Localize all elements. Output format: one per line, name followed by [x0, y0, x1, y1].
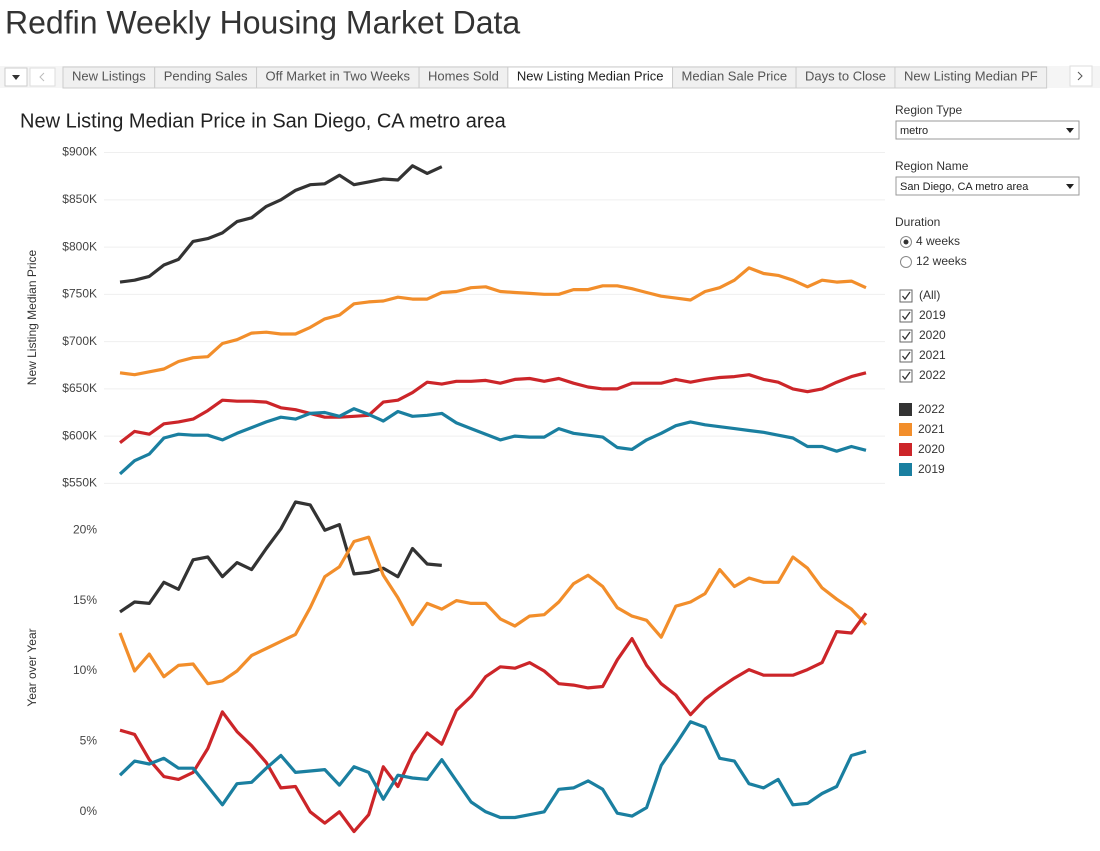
tab-list: New Listings Pending Sales Off Market in T…	[62, 66, 1048, 89]
tab-next-icon	[1077, 71, 1083, 81]
y-tick-label: $700K	[62, 334, 97, 348]
y-tick-label: 20%	[73, 522, 97, 536]
y-tick-label: 5%	[80, 734, 98, 748]
tab[interactable]: Median Sale Price	[672, 66, 797, 89]
legend-swatch	[899, 423, 912, 436]
tab-label: New Listings	[72, 68, 146, 83]
series-line	[119, 266, 867, 377]
tab-prev-button[interactable]	[29, 67, 56, 87]
region-type-label: Region Type	[895, 103, 962, 117]
y-tick-label: $550K	[62, 476, 97, 490]
legend-label: 2021	[918, 422, 945, 436]
y-tick-label: 10%	[73, 663, 97, 677]
radio-label: 4 weeks	[916, 234, 960, 248]
y-axis-title: New Listing Median Price	[25, 249, 39, 385]
y-tick-label: 0%	[80, 804, 98, 818]
y-axis-title: Year over Year	[25, 628, 39, 706]
region-type-dropdown[interactable]	[895, 120, 1080, 140]
legend-label: 2022	[918, 402, 945, 416]
dropdown-arrow	[1066, 128, 1074, 133]
tab[interactable]: New Listing Median Price	[507, 66, 674, 89]
checkbox-label: 2019	[919, 308, 946, 322]
checkmark	[902, 371, 911, 381]
tab-label: New Listing Median PF	[904, 68, 1038, 83]
tab-label: Off Market in Two Weeks	[266, 68, 411, 83]
radio-dot	[903, 239, 909, 245]
dropdown-arrow	[1066, 184, 1074, 189]
tab-label-selected: New Listing Median Price	[517, 68, 664, 83]
radio-button[interactable]	[900, 256, 912, 268]
y-tick-label: $650K	[62, 381, 97, 395]
checkbox-label: (All)	[919, 288, 940, 302]
checkmark	[902, 311, 911, 321]
y-tick-label: 15%	[73, 593, 97, 607]
legend-swatch	[899, 443, 912, 456]
tab-label: Pending Sales	[164, 68, 248, 83]
y-tick-label: $750K	[62, 287, 97, 301]
radio-label: 12 weeks	[916, 254, 967, 268]
region-name-label: Region Name	[895, 159, 969, 173]
series-line	[119, 164, 443, 284]
tab-label: Days to Close	[805, 68, 886, 83]
tab[interactable]: Days to Close	[795, 66, 896, 89]
region-name-value: San Diego, CA metro area	[900, 181, 1029, 193]
series-line	[119, 371, 867, 444]
tab[interactable]: New Listing Median PF	[894, 66, 1048, 89]
tab[interactable]: Off Market in Two Weeks	[256, 66, 420, 89]
duration-label: Duration	[895, 215, 940, 229]
tab[interactable]: Homes Sold	[418, 66, 509, 89]
checkmark	[902, 291, 911, 301]
tab-label: Homes Sold	[428, 68, 499, 83]
y-tick-label: $850K	[62, 192, 97, 206]
series-line	[118, 407, 867, 476]
checkmark	[902, 351, 911, 361]
legend-swatch	[899, 463, 912, 476]
region-type-value: metro	[900, 125, 928, 137]
chart-title: New Listing Median Price in San Diego, C…	[20, 110, 507, 132]
checkbox[interactable]	[899, 329, 913, 343]
legend-label: 2020	[918, 442, 945, 456]
tab[interactable]: New Listings	[62, 66, 156, 89]
series-line	[118, 535, 868, 686]
tab-menu-icon	[12, 75, 20, 80]
y-tick-label: $600K	[62, 428, 97, 442]
series-line	[118, 720, 867, 820]
series-line	[119, 612, 868, 834]
checkbox[interactable]	[899, 349, 913, 363]
filter-panel: Region Type metro Region Name San Diego,…	[895, 103, 1080, 476]
legend-label: 2019	[918, 462, 945, 476]
tab-next-button[interactable]	[1069, 65, 1093, 87]
series-line	[119, 500, 442, 614]
region-name-dropdown[interactable]	[895, 176, 1080, 196]
page-title: Redfin Weekly Housing Market Data	[5, 4, 520, 40]
tab-label: Median Sale Price	[682, 68, 788, 83]
checkbox-label: 2020	[919, 328, 946, 342]
checkbox[interactable]	[899, 309, 913, 323]
y-tick-label: $900K	[62, 145, 97, 159]
checkbox[interactable]	[899, 289, 913, 303]
checkbox-label: 2021	[919, 348, 946, 362]
y-tick-label: $800K	[62, 239, 97, 253]
checkmark	[902, 331, 911, 341]
tab[interactable]: Pending Sales	[154, 66, 258, 89]
checkbox-label: 2022	[919, 368, 946, 382]
checkbox[interactable]	[899, 369, 913, 383]
tab-background	[894, 66, 1048, 89]
legend-swatch	[899, 403, 912, 416]
charts: New Listing Median Price in San Diego, C…	[20, 110, 885, 834]
tab-prev-icon	[39, 72, 45, 82]
